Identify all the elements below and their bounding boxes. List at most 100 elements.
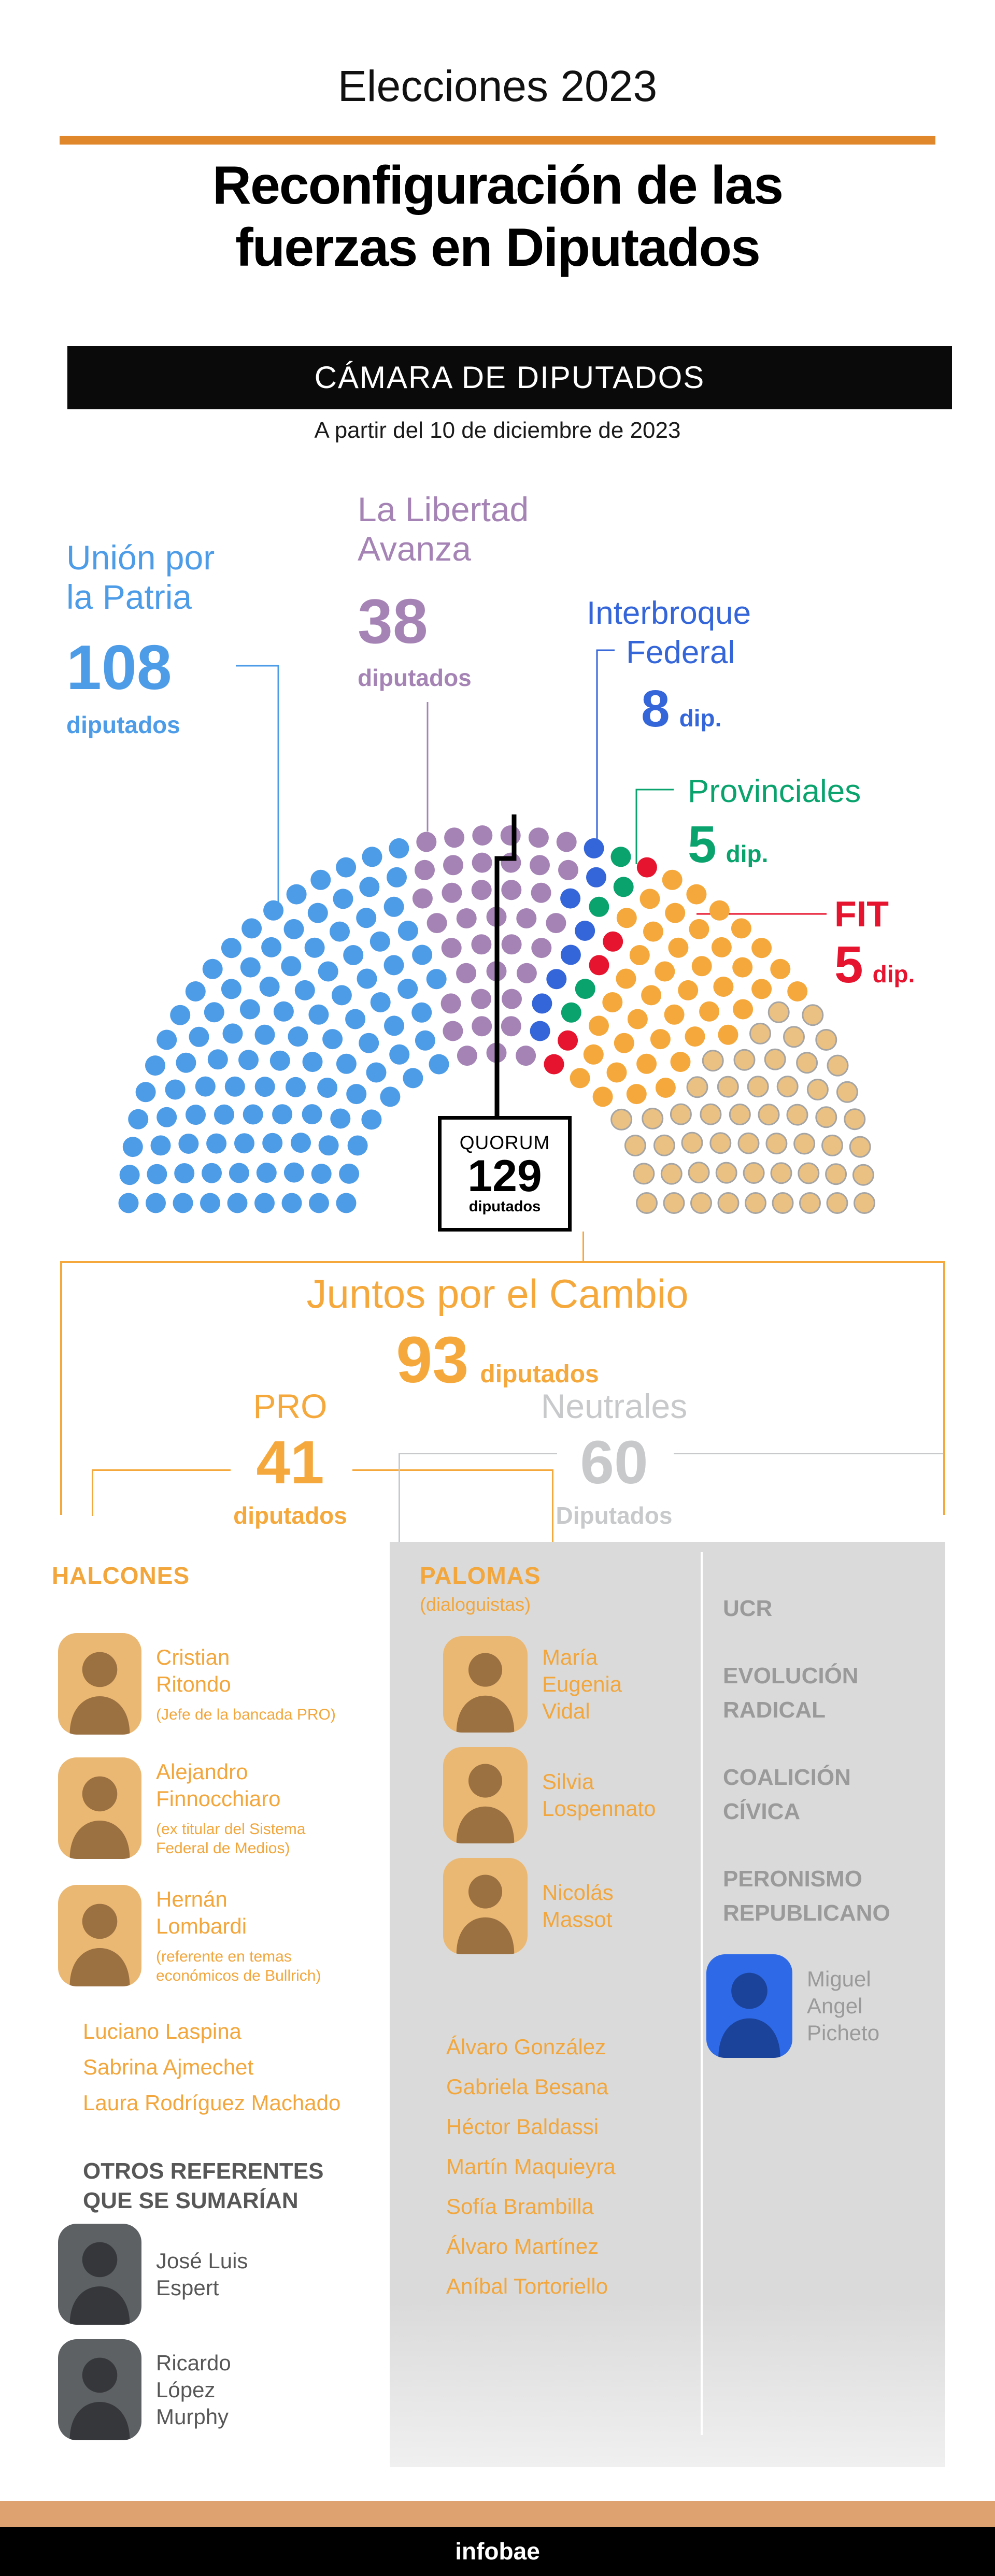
neutrales-bracket-right-h xyxy=(674,1453,943,1454)
seat xyxy=(589,955,609,976)
seat xyxy=(288,1026,308,1047)
seat xyxy=(221,938,241,958)
portrait-photo xyxy=(58,1885,141,1986)
seat xyxy=(150,1135,171,1156)
seat xyxy=(662,869,683,890)
list-item: Sabrina Ajmechet xyxy=(83,2055,254,2079)
person-name: Picheto xyxy=(807,2021,880,2045)
seat xyxy=(556,832,577,852)
person-silhouette xyxy=(456,1653,515,1733)
seat xyxy=(668,937,689,958)
seat xyxy=(281,956,302,977)
person-name: Nicolás xyxy=(542,1880,614,1905)
leader-line xyxy=(635,789,674,864)
seat xyxy=(758,1104,780,1126)
seat xyxy=(681,1132,703,1154)
palomas-member-list: Álvaro González Gabriela Besana Héctor Bal… xyxy=(446,2027,616,2306)
seat xyxy=(826,1192,848,1214)
seat xyxy=(729,1104,751,1125)
seat xyxy=(443,855,463,876)
seat xyxy=(802,1004,824,1026)
person-name: Angel xyxy=(807,1994,863,2018)
person-name: Ritondo xyxy=(156,1671,231,1696)
seat xyxy=(560,888,581,909)
person-row: María Eugenia Vidal xyxy=(443,1636,622,1733)
seat xyxy=(627,1009,648,1029)
seat xyxy=(633,1163,655,1185)
seat xyxy=(206,1133,227,1154)
seat xyxy=(501,880,522,900)
section-title-halcones: HALCONES xyxy=(52,1562,190,1589)
person-name: Alejandro xyxy=(156,1759,248,1784)
party-seats: 8 xyxy=(641,680,670,738)
seat xyxy=(273,1001,294,1022)
seat xyxy=(339,1163,360,1184)
seat xyxy=(283,919,304,939)
seat xyxy=(343,945,364,965)
seat xyxy=(412,944,433,965)
person-row: José Luis Espert xyxy=(58,2224,248,2325)
party-seats: 38 xyxy=(358,586,428,656)
seat xyxy=(442,882,462,903)
date-note: A partir del 10 de diciembre de 2023 xyxy=(314,418,681,443)
seat xyxy=(516,963,537,983)
seat xyxy=(336,1053,357,1074)
seat xyxy=(281,1193,302,1213)
seat xyxy=(241,918,262,939)
seat xyxy=(603,931,623,952)
person-role: (Jefe de la bancada PRO) xyxy=(156,1706,336,1723)
seat xyxy=(852,1164,874,1186)
seat xyxy=(472,825,493,846)
seat xyxy=(119,1165,140,1185)
seat xyxy=(286,884,307,905)
seat xyxy=(528,827,549,848)
seat xyxy=(592,1086,613,1107)
seat xyxy=(383,955,404,976)
section-subtitle-dialoguistas: (dialoguistas) xyxy=(420,1594,531,1615)
seat xyxy=(584,838,604,858)
person-text: José Luis Espert xyxy=(156,2248,248,2301)
seat xyxy=(222,1023,243,1044)
subgroup-seats: 41 xyxy=(256,1428,324,1497)
seat xyxy=(387,867,407,888)
seat xyxy=(610,847,631,867)
seat xyxy=(185,981,206,1001)
seat xyxy=(650,1029,671,1050)
seat xyxy=(207,1049,228,1070)
seat xyxy=(501,934,522,955)
portrait-photo xyxy=(443,1747,528,1843)
seat xyxy=(732,957,753,978)
person-silhouette xyxy=(69,2242,130,2325)
seat xyxy=(397,921,418,941)
seat xyxy=(715,1162,737,1184)
seat xyxy=(641,985,662,1006)
party-unit: dip. xyxy=(726,840,769,867)
seat xyxy=(322,1029,343,1050)
seat xyxy=(331,985,352,1006)
seat xyxy=(776,1076,799,1098)
person-silhouette xyxy=(456,1764,515,1843)
person-name: Vidal xyxy=(542,1699,590,1723)
seat xyxy=(558,860,578,880)
seat xyxy=(602,992,623,1012)
seat xyxy=(806,1079,829,1100)
list-item: Sofía Brambilla xyxy=(446,2194,594,2219)
seat xyxy=(764,1048,786,1070)
seat xyxy=(530,855,550,876)
seat xyxy=(844,1108,866,1130)
seat xyxy=(686,1076,708,1098)
seat xyxy=(346,1084,367,1105)
seat xyxy=(347,1135,368,1156)
seat xyxy=(333,889,353,909)
seat xyxy=(616,968,636,989)
seat xyxy=(384,1015,404,1036)
seat xyxy=(309,1193,329,1213)
seat xyxy=(186,1105,206,1125)
person-row: Hernán Lombardi (referente en temas económi… xyxy=(58,1885,321,1986)
seat xyxy=(575,921,595,941)
party-seats: 108 xyxy=(66,632,172,703)
person-text: Ricardo López Murphy xyxy=(156,2350,231,2430)
seat xyxy=(317,1078,338,1098)
seat xyxy=(330,1108,351,1129)
